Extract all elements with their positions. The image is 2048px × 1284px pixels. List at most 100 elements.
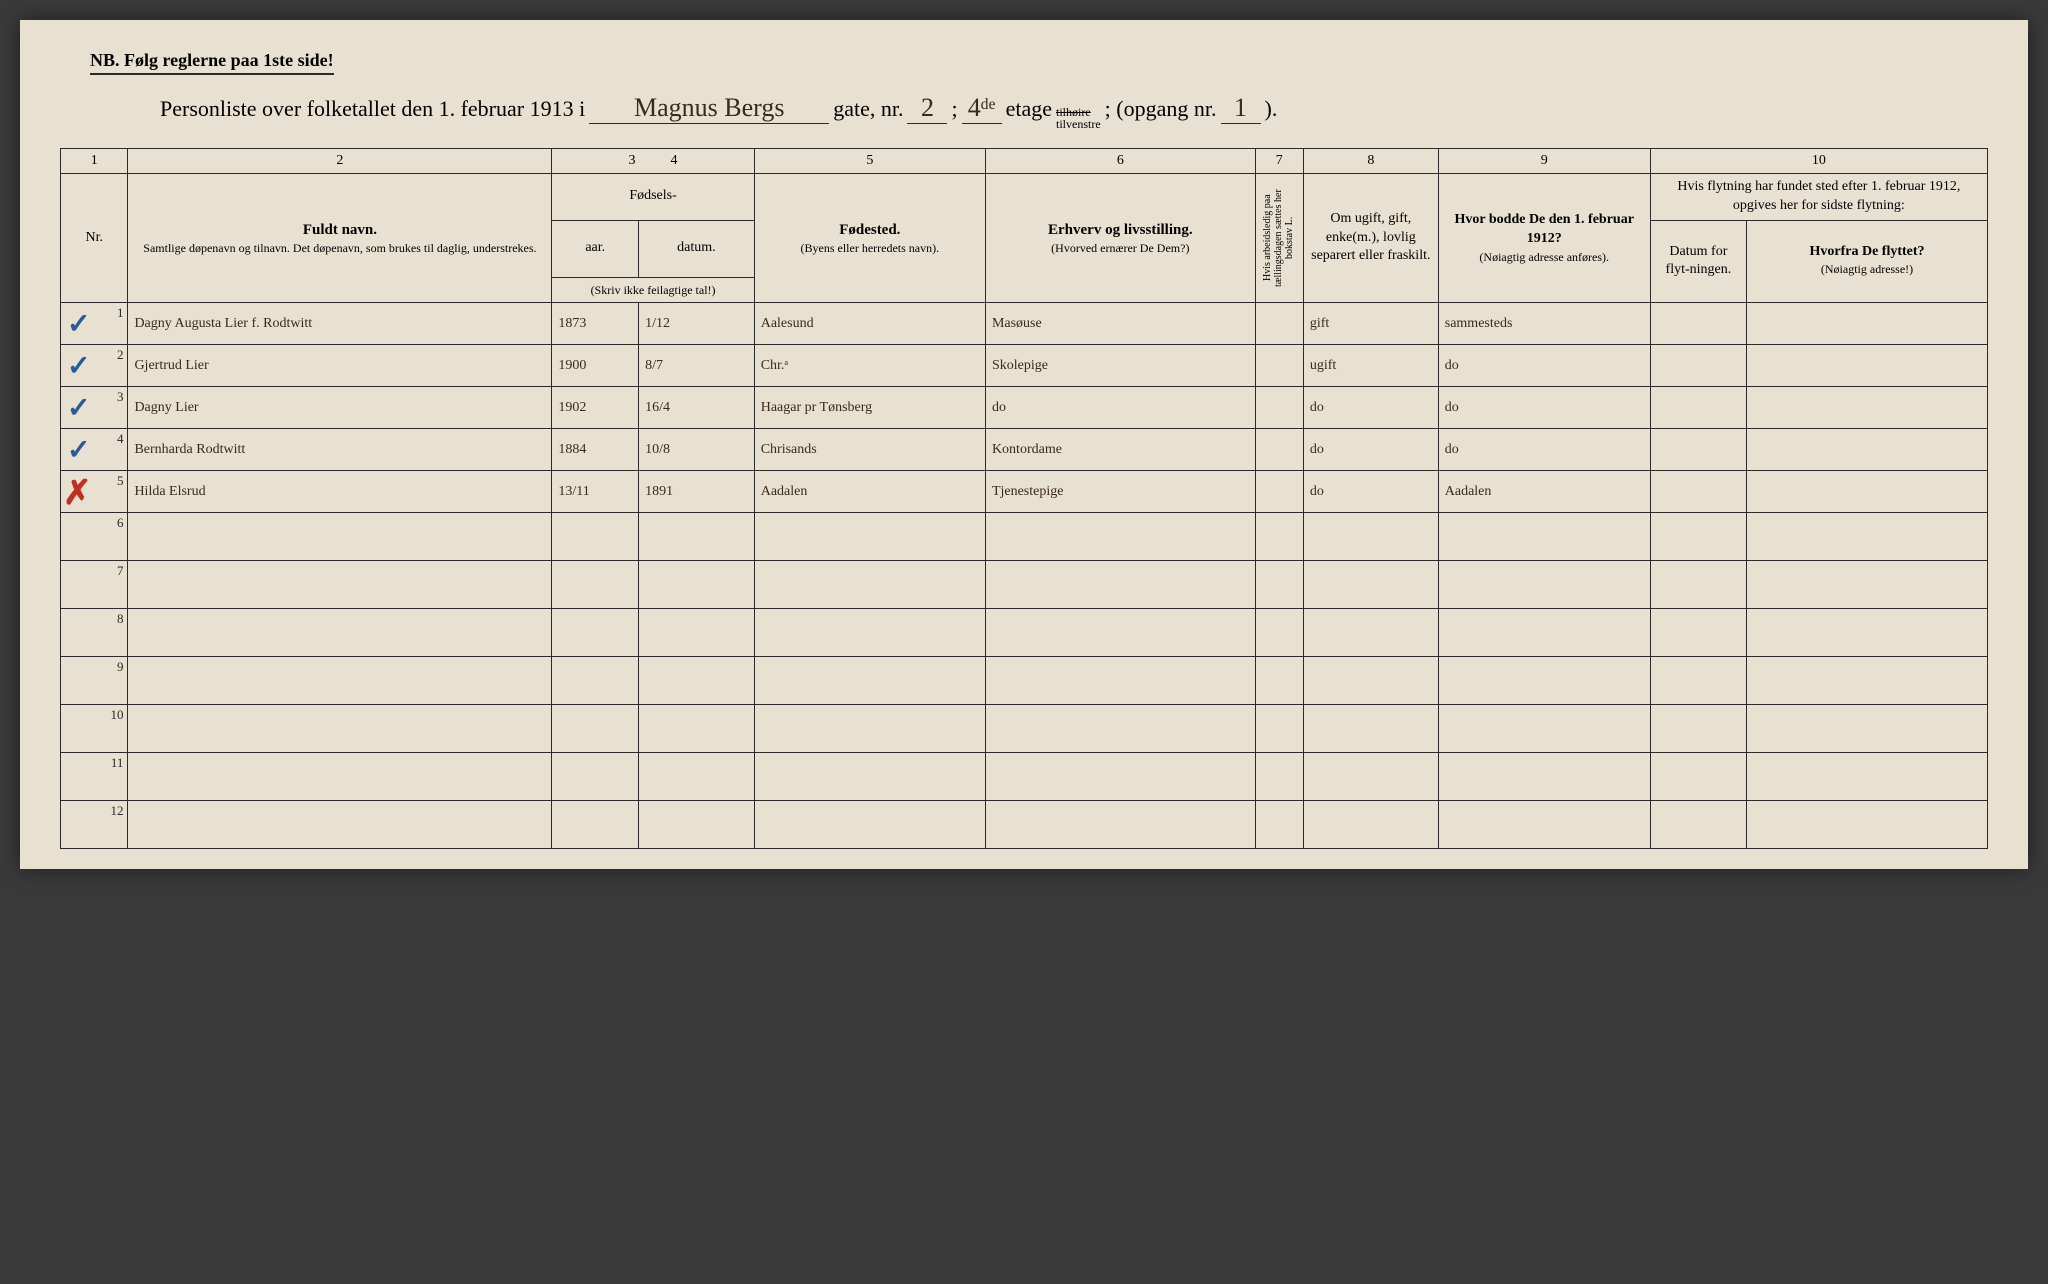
cell-nr: 6 [61,513,128,561]
cell-nr: 10 [61,705,128,753]
table-row: ✓1Dagny Augusta Lier f. Rodtwitt18731/12… [61,303,1988,345]
hdr-occ: Erhverv og livsstilling. (Hvorved ernære… [985,174,1255,303]
cell-marital: do [1303,471,1438,513]
colnum: 10 [1650,149,1987,174]
cell-date: 10/8 [639,429,755,471]
checkmark-icon: ✓ [67,433,90,466]
cell-move-date [1650,471,1746,513]
colnum: 5 [754,149,985,174]
side-stack: tilhøire tilvenstre [1056,106,1101,130]
close-paren: ). [1265,96,1278,122]
cell-nr: ✓3 [61,387,128,429]
table-row: 9 [61,657,1988,705]
cell-name: Gjertrud Lier [128,345,552,387]
hdr-name: Fuldt navn. Samtlige døpenavn og tilnavn… [128,174,552,303]
colnum: 9 [1438,149,1650,174]
cell-marital: do [1303,387,1438,429]
cell-nr: ✓1 [61,303,128,345]
cell-nr: 9 [61,657,128,705]
colnum: 3 4 [552,149,754,174]
gate-label: gate, nr. [833,96,903,122]
cell-move-date [1650,387,1746,429]
cell-occ: Skolepige [985,345,1255,387]
cell-nr: 8 [61,609,128,657]
cell-move-from [1747,429,1988,471]
cell-place: Haagar pr Tønsberg [754,387,985,429]
nb-instruction: NB. Følg reglerne paa 1ste side! [90,50,334,75]
cell-name: Hilda Elsrud [128,471,552,513]
cell-addr: sammesteds [1438,303,1650,345]
colnum: 7 [1255,149,1303,174]
cell-date: 1891 [639,471,755,513]
colnum: 6 [985,149,1255,174]
opgang-fill: 1 [1221,93,1261,124]
census-form-page: NB. Følg reglerne paa 1ste side! Personl… [20,20,2028,869]
hdr-place: Fødested. (Byens eller herredets navn). [754,174,985,303]
cell-addr: do [1438,387,1650,429]
cell-move-from [1747,303,1988,345]
colnum: 2 [128,149,552,174]
hdr-marital: Om ugift, gift, enke(m.), lovlig separer… [1303,174,1438,303]
street-fill: Magnus Bergs [589,93,829,124]
hdr-addr: Hvor bodde De den 1. februar 1912? (Nøia… [1438,174,1650,303]
cell-c7 [1255,303,1303,345]
cell-occ: Kontordame [985,429,1255,471]
cell-year: 1884 [552,429,639,471]
cell-date: 16/4 [639,387,755,429]
title-line: Personliste over folketallet den 1. febr… [60,93,1988,130]
side-bottom: tilvenstre [1056,118,1101,130]
hdr-birth-group: Fødsels- [552,174,754,221]
cell-occ: do [985,387,1255,429]
cell-place: Chr.ᵃ [754,345,985,387]
hdr-date: datum. [639,220,755,277]
table-row: ✓2Gjertrud Lier19008/7Chr.ᵃSkolepigeugif… [61,345,1988,387]
cell-nr: ✓4 [61,429,128,471]
table-row: 10 [61,705,1988,753]
census-table: 1 2 3 4 5 6 7 8 9 10 Nr. Fuldt navn. Sam… [60,148,1988,849]
table-row: 6 [61,513,1988,561]
cell-year: 13/11 [552,471,639,513]
cell-move-from [1747,471,1988,513]
cell-place: Chrisands [754,429,985,471]
cell-move-from [1747,345,1988,387]
cell-c7 [1255,345,1303,387]
cell-nr: ✗5 [61,471,128,513]
hdr-move-top: Hvis flytning har fundet sted efter 1. f… [1650,174,1987,221]
cell-name: Dagny Lier [128,387,552,429]
opgang-label: ; (opgang nr. [1105,96,1217,122]
cell-marital: do [1303,429,1438,471]
cell-place: Aalesund [754,303,985,345]
cell-nr: 11 [61,753,128,801]
etage-label: etage [1006,96,1052,122]
cell-c7 [1255,429,1303,471]
cell-nr: 12 [61,801,128,849]
checkmark-icon: ✓ [67,307,90,340]
cell-marital: gift [1303,303,1438,345]
table-row: ✓3Dagny Lier190216/4Haagar pr Tønsbergdo… [61,387,1988,429]
cell-year: 1873 [552,303,639,345]
colnum: 8 [1303,149,1438,174]
cell-move-from [1747,387,1988,429]
cell-nr: 7 [61,561,128,609]
nr-fill: 2 [907,93,947,124]
cell-occ: Tjenestepige [985,471,1255,513]
table-row: ✗5Hilda Elsrud13/111891AadalenTjenestepi… [61,471,1988,513]
etage-fill: 4ᵈᵉ [962,93,1002,124]
cell-addr: do [1438,345,1650,387]
table-row: ✓4Bernharda Rodtwitt188410/8ChrisandsKon… [61,429,1988,471]
hdr-nr: Nr. [61,174,128,303]
cell-addr: Aadalen [1438,471,1650,513]
title-prefix: Personliste over folketallet den 1. febr… [160,96,585,122]
checkmark-icon: ✓ [67,391,90,424]
table-row: 8 [61,609,1988,657]
cell-name: Dagny Augusta Lier f. Rodtwitt [128,303,552,345]
cell-year: 1902 [552,387,639,429]
cell-place: Aadalen [754,471,985,513]
cell-move-date [1650,429,1746,471]
cell-marital: ugift [1303,345,1438,387]
cell-occ: Masøuse [985,303,1255,345]
hdr-birth-note: (Skriv ikke feilagtige tal!) [552,277,754,302]
cell-year: 1900 [552,345,639,387]
semicolon: ; [951,96,957,122]
cell-c7 [1255,387,1303,429]
